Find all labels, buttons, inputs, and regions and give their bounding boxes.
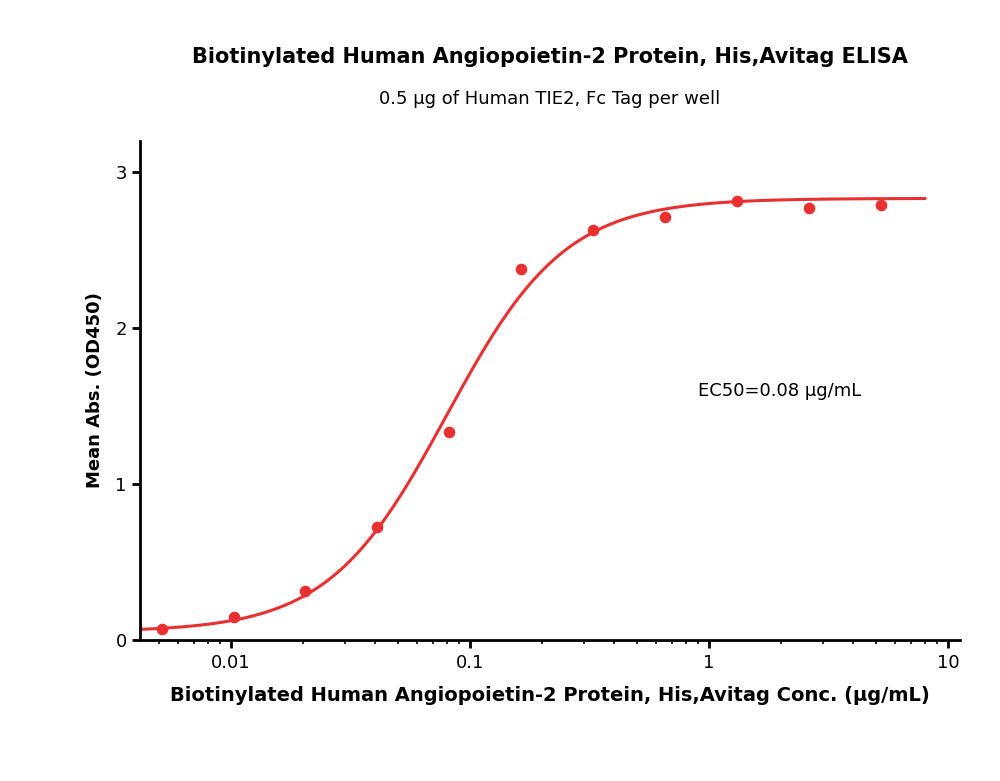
Point (297, 585, 313, 597)
X-axis label: Biotinylated Human Angiopoietin-2 Protein, His,Avitag Conc. (μg/mL): Biotinylated Human Angiopoietin-2 Protei… (170, 686, 930, 704)
Point (369, 521, 385, 533)
Text: Biotinylated Human Angiopoietin-2 Protein, His,Avitag ELISA: Biotinylated Human Angiopoietin-2 Protei… (192, 47, 908, 67)
Point (154, 622, 170, 635)
Point (801, 201, 817, 214)
Y-axis label: Mean Abs. (OD450): Mean Abs. (OD450) (86, 293, 104, 488)
Point (585, 223, 601, 236)
Point (657, 211, 673, 223)
Point (441, 426, 457, 438)
Point (513, 263, 529, 276)
Point (226, 611, 242, 623)
Point (729, 194, 745, 207)
Point (873, 198, 889, 211)
Text: EC50=0.08 μg/mL: EC50=0.08 μg/mL (698, 381, 861, 400)
Text: 0.5 μg of Human TIE2, Fc Tag per well: 0.5 μg of Human TIE2, Fc Tag per well (379, 90, 721, 108)
